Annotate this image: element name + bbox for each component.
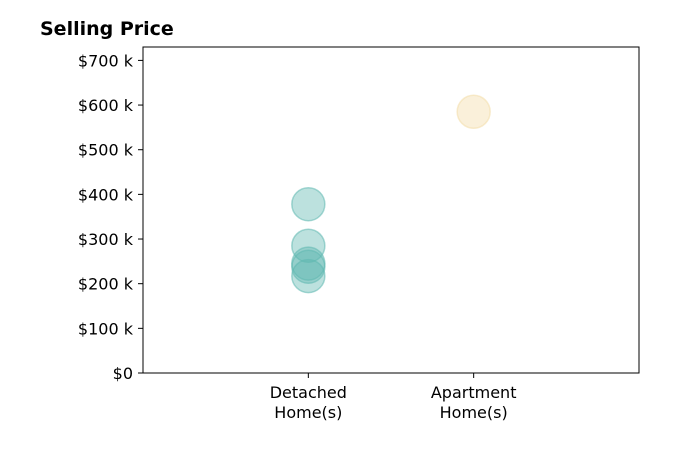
y-tick-label: $700 k (78, 51, 134, 70)
data-point (291, 249, 326, 284)
y-tick-label: $0 (113, 364, 133, 383)
data-point (291, 228, 326, 263)
y-tick-label: $200 k (78, 275, 134, 294)
x-tick-label: Apartment Home(s) (431, 383, 517, 422)
y-tick-label: $500 k (78, 141, 134, 160)
data-point (291, 258, 326, 294)
y-tick-label: $100 k (78, 319, 134, 338)
y-tick-label: $400 k (78, 185, 134, 204)
y-tick-label: $600 k (78, 96, 134, 115)
y-tick-label: $300 k (78, 230, 134, 249)
data-point (456, 94, 491, 130)
plot-area-frame (142, 46, 640, 374)
x-axis: Detached Home(s) Apartment Home(s) (270, 373, 517, 422)
chart-title: Selling Price (40, 18, 174, 40)
y-axis: $0 $100 k $200 k $300 k $400 k $500 k $600 k $7… (78, 51, 143, 383)
data-point (291, 186, 326, 222)
data-points (291, 94, 491, 294)
x-tick-label: Detached Home(s) (270, 383, 347, 422)
